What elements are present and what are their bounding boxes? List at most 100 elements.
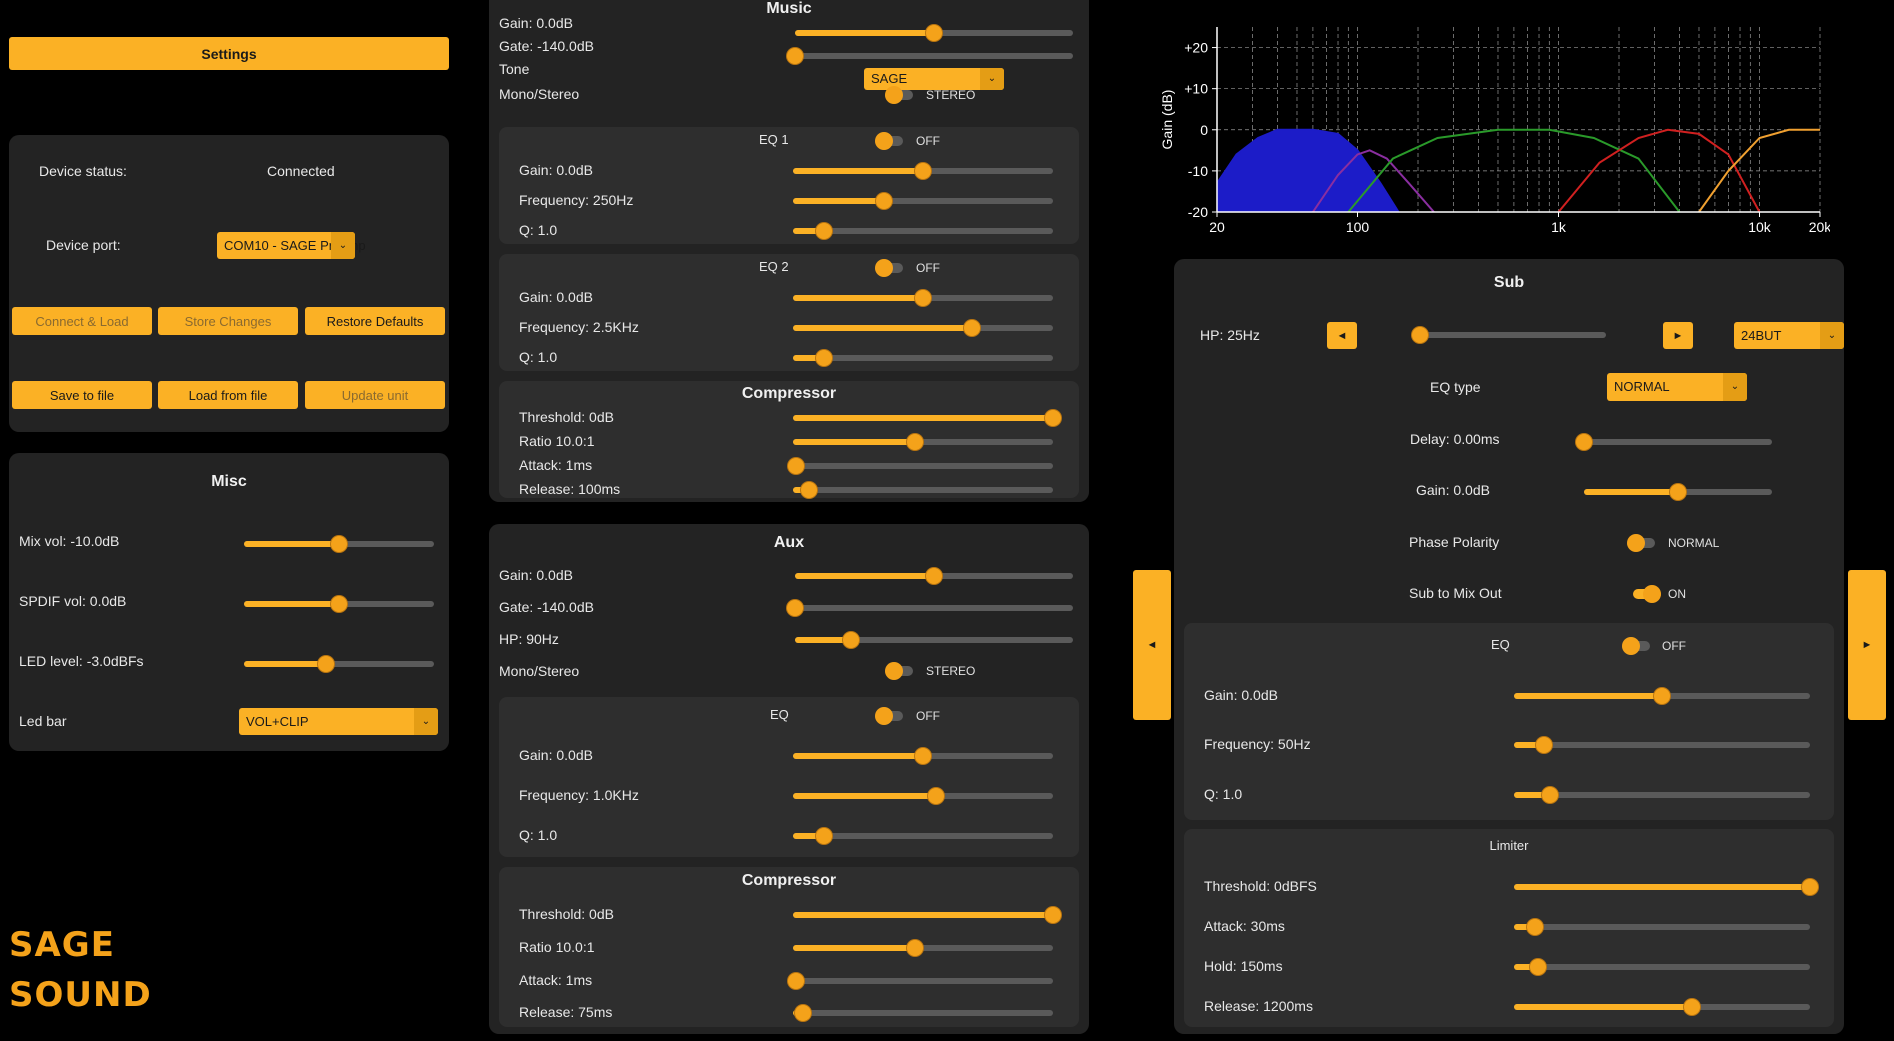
save-to-file-button[interactable]: Save to file bbox=[12, 381, 152, 409]
slider-handle[interactable] bbox=[915, 290, 931, 306]
sub-delay-slider[interactable] bbox=[1576, 434, 1772, 450]
sub-lim-release-slider[interactable] bbox=[1514, 999, 1810, 1015]
sub-hp-slider[interactable] bbox=[1411, 327, 1606, 343]
music-mono-stereo-toggle[interactable] bbox=[885, 86, 913, 104]
music-tone-select[interactable]: SAGE ⌄ bbox=[864, 68, 1004, 90]
music-comp-threshold-slider[interactable] bbox=[793, 410, 1061, 426]
slider-handle[interactable] bbox=[1541, 787, 1558, 803]
music-compressor-section: Compressor Threshold: 0dB Ratio 10.0:1 A… bbox=[499, 381, 1079, 498]
spdif-vol-slider[interactable] bbox=[244, 596, 434, 612]
sub-hp-decrease-button[interactable]: ◄ bbox=[1327, 322, 1357, 349]
slider-handle[interactable] bbox=[816, 828, 833, 844]
update-unit-button[interactable]: Update unit bbox=[305, 381, 445, 409]
music-eq2-freq-slider[interactable] bbox=[793, 320, 1053, 336]
sub-eq-toggle[interactable] bbox=[1622, 637, 1650, 655]
slider-handle[interactable] bbox=[1526, 919, 1543, 935]
aux-eq-freq-slider[interactable] bbox=[793, 788, 1053, 804]
aux-eq-gain-slider[interactable] bbox=[793, 748, 1053, 764]
slider-handle[interactable] bbox=[1670, 484, 1686, 500]
sub-lim-attack-slider[interactable] bbox=[1514, 919, 1810, 935]
restore-defaults-button[interactable]: Restore Defaults bbox=[305, 307, 445, 335]
sub-gain-slider[interactable] bbox=[1584, 484, 1772, 500]
sub-hp-increase-button[interactable]: ► bbox=[1663, 322, 1693, 349]
mix-vol-slider[interactable] bbox=[244, 536, 434, 552]
slider-handle[interactable] bbox=[1045, 410, 1061, 426]
prev-page-button[interactable]: ◄ bbox=[1133, 570, 1171, 720]
slider-handle[interactable] bbox=[915, 163, 931, 179]
sub-eq-gain-slider[interactable] bbox=[1514, 688, 1810, 704]
slider-handle[interactable] bbox=[1411, 327, 1428, 343]
slider-handle[interactable] bbox=[816, 223, 833, 239]
music-gate-slider[interactable] bbox=[787, 48, 1073, 64]
aux-gain-slider[interactable] bbox=[795, 568, 1073, 584]
sub-lim-threshold-slider[interactable] bbox=[1514, 879, 1818, 895]
music-comp-attack-slider[interactable] bbox=[787, 458, 1053, 474]
music-eq2-q-slider[interactable] bbox=[793, 350, 1053, 366]
led-level-slider[interactable] bbox=[244, 656, 434, 672]
slider-handle[interactable] bbox=[928, 788, 944, 804]
slider-handle[interactable] bbox=[1576, 434, 1592, 450]
aux-comp-ratio-slider[interactable] bbox=[793, 940, 1053, 956]
slider-handle[interactable] bbox=[964, 320, 981, 336]
slider-handle[interactable] bbox=[787, 973, 804, 989]
slider-handle[interactable] bbox=[795, 1005, 812, 1021]
music-eq2-gain-slider[interactable] bbox=[793, 290, 1053, 306]
slider-handle[interactable] bbox=[1802, 879, 1818, 895]
music-comp-ratio-label: Ratio 10.0:1 bbox=[519, 433, 595, 449]
slider-fill bbox=[1514, 792, 1550, 798]
slider-handle[interactable] bbox=[1683, 999, 1700, 1015]
sub-lim-hold-slider[interactable] bbox=[1514, 959, 1810, 975]
slider-fill bbox=[793, 912, 1053, 918]
store-changes-button[interactable]: Store Changes bbox=[158, 307, 298, 335]
music-comp-ratio-slider[interactable] bbox=[793, 434, 1053, 450]
misc-title: Misc bbox=[211, 473, 247, 490]
slider-handle[interactable] bbox=[1529, 959, 1546, 975]
next-page-button[interactable]: ► bbox=[1848, 570, 1886, 720]
sub-mix-out-toggle[interactable] bbox=[1633, 585, 1661, 603]
slider-handle[interactable] bbox=[1535, 737, 1552, 753]
aux-hp-slider[interactable] bbox=[795, 632, 1073, 648]
aux-comp-attack-slider[interactable] bbox=[787, 973, 1053, 989]
led-bar-select[interactable]: VOL+CLIP ⌄ bbox=[239, 708, 438, 735]
slider-handle[interactable] bbox=[1654, 688, 1670, 704]
music-eq1-freq-slider[interactable] bbox=[793, 193, 1053, 209]
music-gain-slider[interactable] bbox=[795, 25, 1073, 41]
slider-handle[interactable] bbox=[876, 193, 892, 209]
slider-handle[interactable] bbox=[926, 25, 942, 41]
load-from-file-button[interactable]: Load from file bbox=[158, 381, 298, 409]
sub-phase-toggle[interactable] bbox=[1627, 534, 1655, 552]
aux-comp-threshold-slider[interactable] bbox=[793, 907, 1061, 923]
aux-mono-stereo-toggle[interactable] bbox=[885, 662, 913, 680]
device-port-select[interactable]: COM10 - SAGE Preamp ⌄ bbox=[217, 232, 366, 259]
aux-eq-toggle[interactable] bbox=[875, 707, 903, 725]
music-eq1-gain-slider[interactable] bbox=[793, 163, 1053, 179]
slider-handle[interactable] bbox=[331, 596, 347, 612]
slider-handle[interactable] bbox=[926, 568, 942, 584]
settings-button[interactable]: Settings bbox=[9, 37, 449, 70]
slider-handle[interactable] bbox=[787, 48, 803, 64]
slider-handle[interactable] bbox=[816, 350, 833, 366]
music-eq1-q-slider[interactable] bbox=[793, 223, 1053, 239]
music-comp-release-slider[interactable] bbox=[793, 482, 1053, 498]
music-eq1-toggle[interactable] bbox=[875, 132, 903, 150]
sub-eq-freq-slider[interactable] bbox=[1514, 737, 1810, 753]
slider-handle[interactable] bbox=[842, 632, 859, 648]
music-eq2-toggle[interactable] bbox=[875, 259, 903, 277]
aux-gate-slider[interactable] bbox=[787, 600, 1073, 616]
sub-eq-q-slider[interactable] bbox=[1514, 787, 1810, 803]
sub-hp-filter-select[interactable]: 24BUT ⌄ bbox=[1734, 322, 1844, 349]
slider-handle[interactable] bbox=[907, 940, 924, 956]
aux-comp-release-slider[interactable] bbox=[793, 1005, 1053, 1021]
slider-handle[interactable] bbox=[915, 748, 931, 764]
slider-handle[interactable] bbox=[1045, 907, 1061, 923]
slider-handle[interactable] bbox=[787, 458, 804, 474]
connect-load-button[interactable]: Connect & Load bbox=[12, 307, 152, 335]
slider-handle[interactable] bbox=[331, 536, 347, 552]
aux-eq-q-slider[interactable] bbox=[793, 828, 1053, 844]
device-port-label: Device port: bbox=[46, 237, 121, 253]
slider-handle[interactable] bbox=[907, 434, 924, 450]
sub-eq-type-select[interactable]: NORMAL ⌄ bbox=[1607, 373, 1747, 401]
slider-handle[interactable] bbox=[787, 600, 803, 616]
slider-handle[interactable] bbox=[317, 656, 334, 672]
slider-handle[interactable] bbox=[800, 482, 817, 498]
